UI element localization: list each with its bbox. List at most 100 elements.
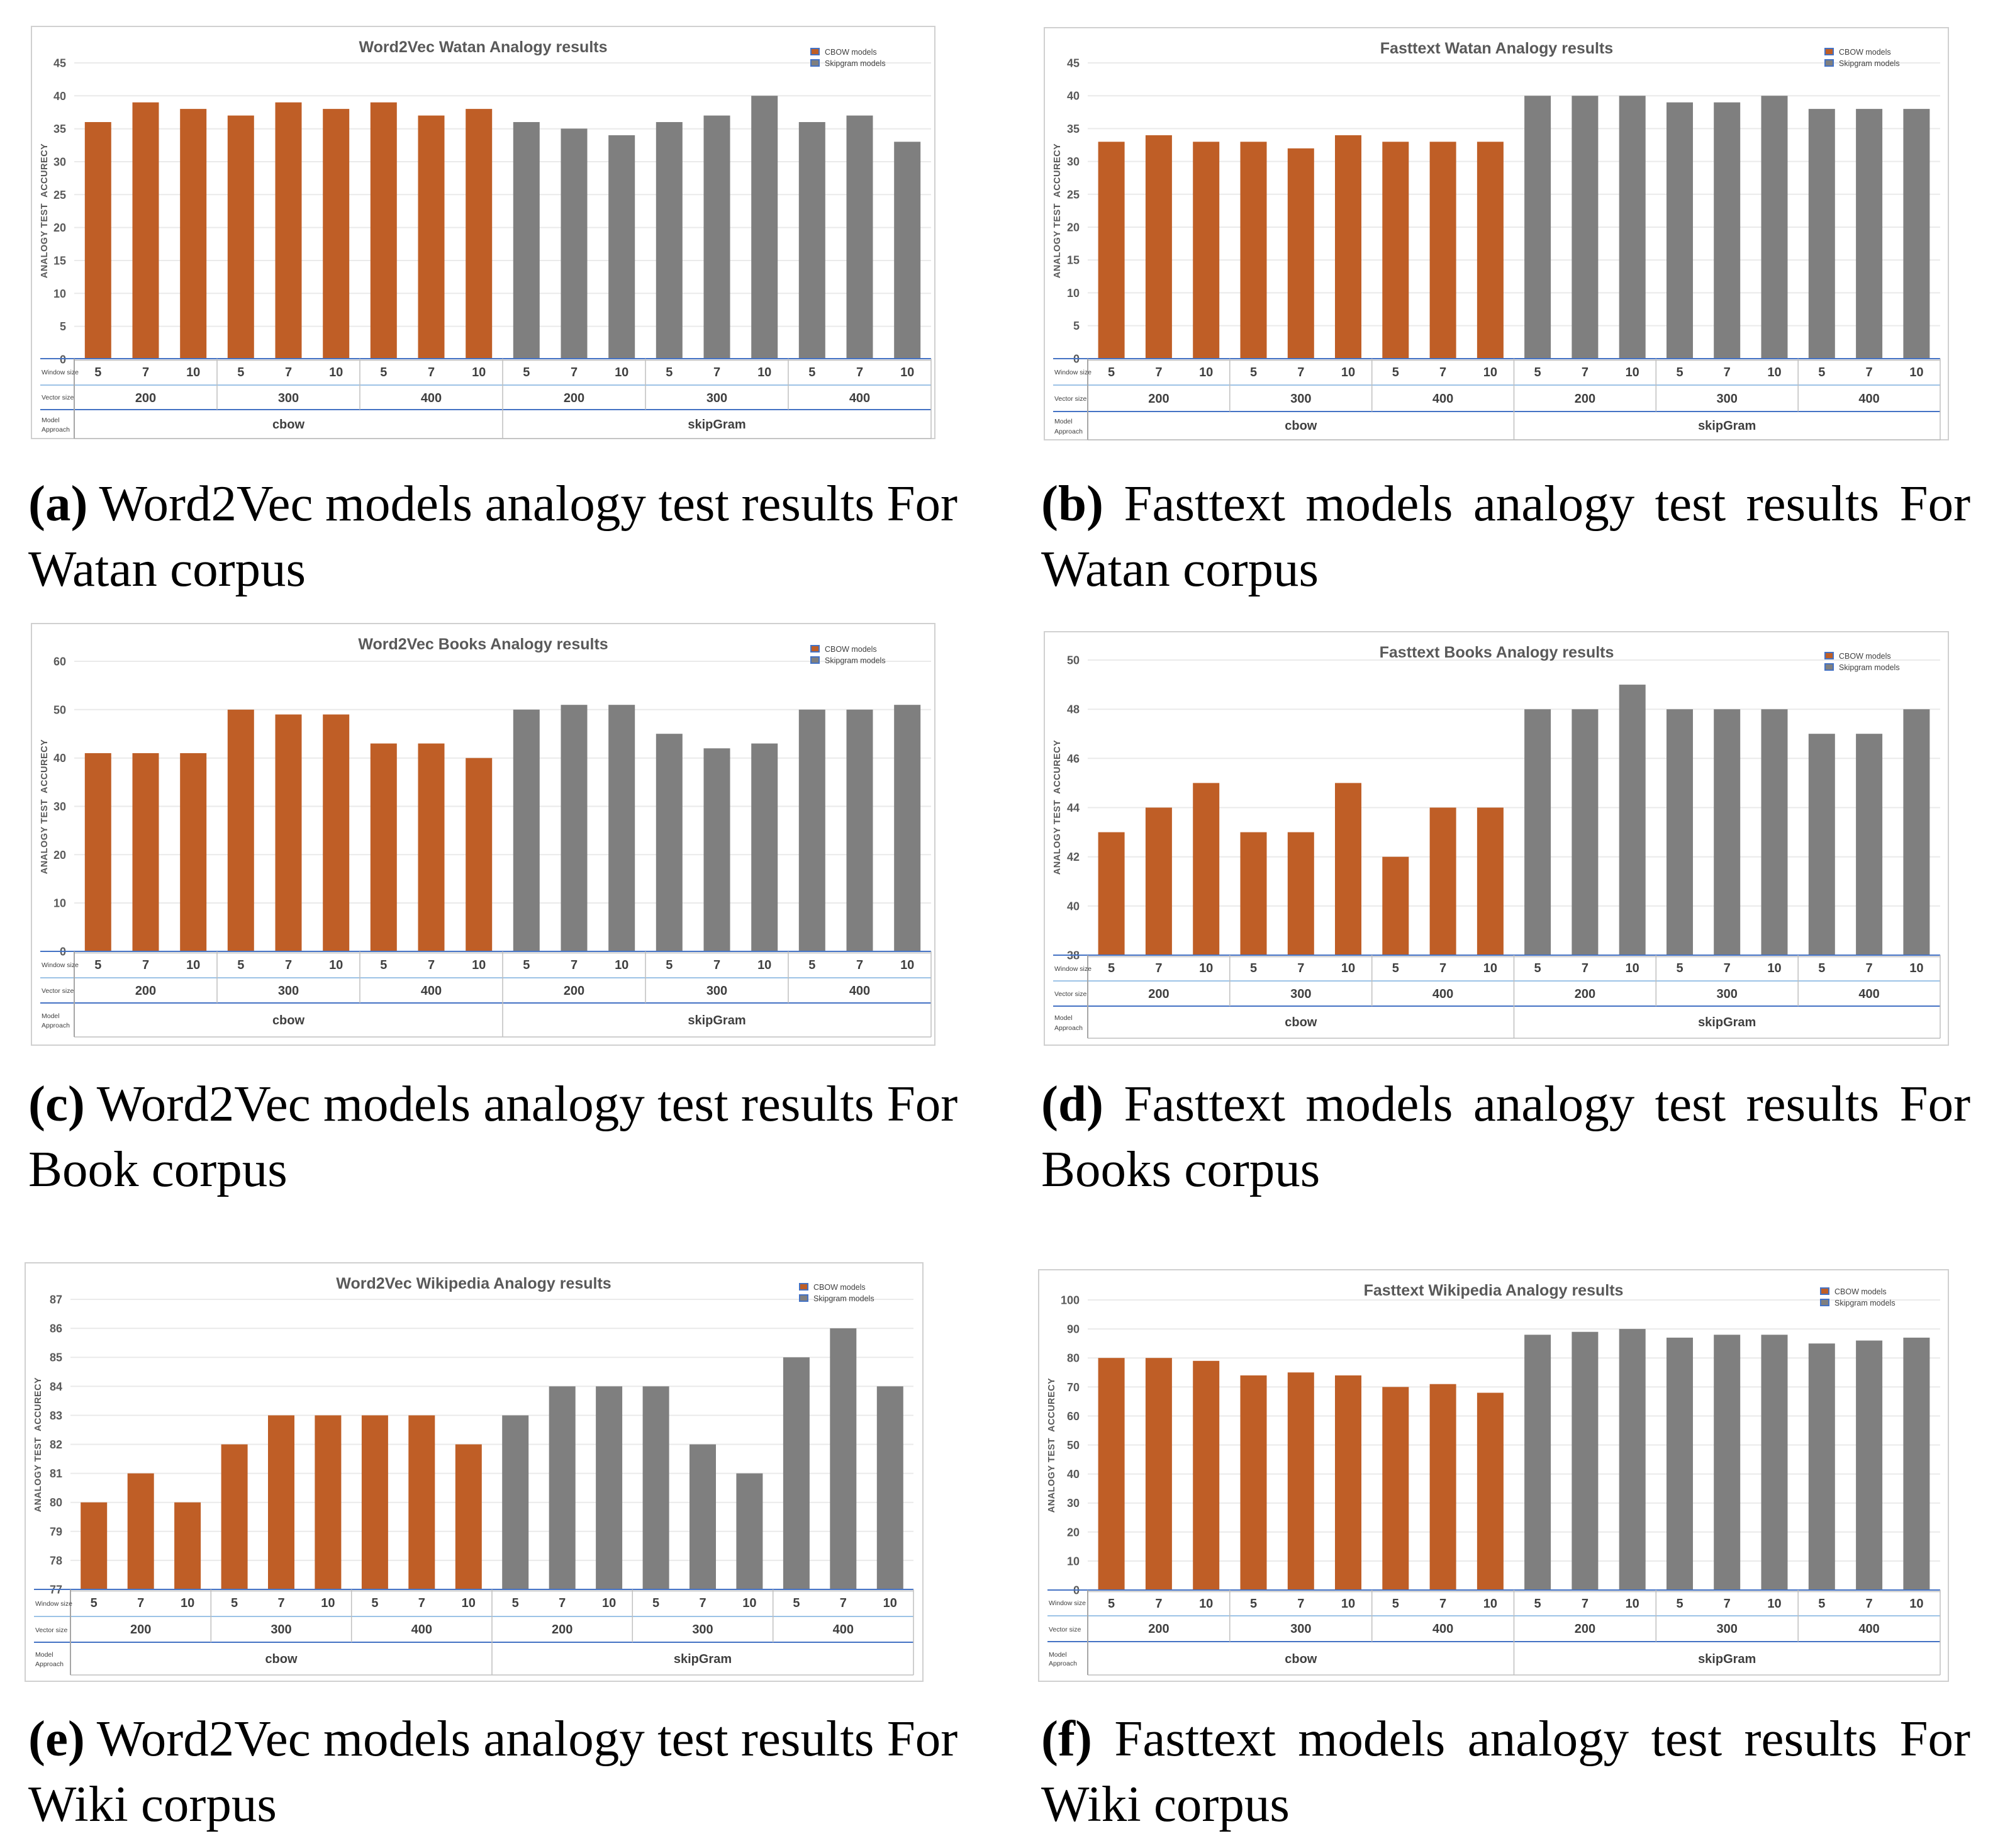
svg-text:10: 10 [1767, 366, 1781, 379]
svg-text:CBOW models: CBOW models [813, 1283, 866, 1292]
svg-text:40: 40 [1067, 900, 1080, 912]
svg-text:cbow: cbow [1285, 1652, 1317, 1666]
svg-text:7: 7 [1582, 366, 1588, 379]
svg-text:Approach: Approach [35, 1660, 64, 1668]
svg-text:5: 5 [808, 366, 815, 379]
svg-text:10: 10 [1341, 961, 1355, 975]
svg-text:cbow: cbow [272, 418, 305, 432]
svg-text:46: 46 [1067, 753, 1080, 765]
svg-text:25: 25 [1067, 188, 1080, 201]
svg-text:10: 10 [1909, 961, 1923, 975]
svg-text:10: 10 [1909, 1597, 1923, 1611]
svg-text:7: 7 [1582, 1597, 1588, 1611]
svg-text:Window size: Window size [42, 961, 79, 969]
svg-text:ANALOGY TEST ACCURECY: ANALOGY TEST ACCURECY [1047, 1378, 1057, 1513]
svg-text:10: 10 [615, 366, 628, 379]
svg-text:400: 400 [421, 391, 442, 405]
svg-text:Fasttext Books Analogy results: Fasttext Books Analogy results [1380, 644, 1614, 661]
svg-text:Fasttext Watan Analogy results: Fasttext Watan Analogy results [1380, 40, 1613, 57]
svg-text:10: 10 [602, 1596, 616, 1610]
svg-text:10: 10 [900, 958, 914, 972]
svg-text:10: 10 [1626, 961, 1639, 975]
svg-text:Skipgram models: Skipgram models [825, 656, 886, 665]
svg-text:20: 20 [53, 849, 66, 861]
svg-text:5: 5 [652, 1596, 659, 1610]
svg-text:7: 7 [137, 1596, 144, 1610]
svg-text:200: 200 [135, 391, 156, 405]
svg-text:400: 400 [1432, 392, 1453, 406]
svg-text:7: 7 [428, 366, 435, 379]
svg-text:CBOW models: CBOW models [1834, 1287, 1887, 1296]
svg-text:10: 10 [1067, 287, 1080, 300]
svg-text:Vector size: Vector size [42, 394, 74, 401]
svg-text:CBOW models: CBOW models [1839, 48, 1891, 57]
svg-text:78: 78 [50, 1554, 62, 1567]
svg-text:5: 5 [523, 958, 530, 972]
svg-text:cbow: cbow [265, 1652, 298, 1666]
svg-text:40: 40 [1067, 1468, 1080, 1481]
svg-text:10: 10 [1341, 366, 1355, 379]
svg-text:400: 400 [1432, 1622, 1453, 1636]
svg-text:Word2Vec Wikipedia Analogy res: Word2Vec Wikipedia Analogy results [336, 1275, 611, 1292]
svg-text:7: 7 [1866, 961, 1873, 975]
svg-text:7: 7 [285, 366, 292, 379]
svg-text:400: 400 [411, 1623, 432, 1637]
svg-text:5: 5 [237, 366, 244, 379]
svg-text:79: 79 [50, 1525, 62, 1538]
svg-text:5: 5 [1534, 961, 1541, 975]
svg-text:7: 7 [1155, 1597, 1162, 1611]
svg-text:Word2Vec Watan Analogy results: Word2Vec Watan Analogy results [359, 38, 607, 56]
svg-text:200: 200 [564, 984, 584, 998]
svg-text:200: 200 [1148, 392, 1169, 406]
svg-text:ANALOGY TEST ACCURECY: ANALOGY TEST ACCURECY [33, 1377, 43, 1513]
svg-text:5: 5 [1108, 366, 1115, 379]
svg-text:300: 300 [1290, 392, 1311, 406]
svg-text:10: 10 [329, 366, 343, 379]
svg-text:5: 5 [1392, 366, 1399, 379]
svg-text:10: 10 [883, 1596, 897, 1610]
svg-text:10: 10 [757, 958, 771, 972]
svg-text:20: 20 [1067, 221, 1080, 234]
svg-text:20: 20 [53, 221, 66, 234]
svg-text:10: 10 [321, 1596, 335, 1610]
svg-text:400: 400 [1858, 392, 1879, 406]
svg-text:Skipgram models: Skipgram models [1839, 59, 1900, 68]
svg-text:Window size: Window size [35, 1600, 72, 1608]
svg-text:5: 5 [94, 958, 101, 972]
svg-text:300: 300 [1290, 1622, 1311, 1636]
svg-text:400: 400 [1858, 987, 1879, 1001]
svg-text:10: 10 [1909, 366, 1923, 379]
svg-text:5: 5 [1534, 1597, 1541, 1611]
svg-text:5: 5 [231, 1596, 238, 1610]
svg-text:10: 10 [1767, 1597, 1781, 1611]
svg-text:7: 7 [418, 1596, 425, 1610]
svg-text:CBOW models: CBOW models [825, 645, 877, 654]
svg-text:7: 7 [1297, 961, 1304, 975]
svg-text:7: 7 [1866, 1597, 1873, 1611]
svg-text:7: 7 [1724, 366, 1731, 379]
svg-text:300: 300 [706, 391, 727, 405]
svg-text:5: 5 [1250, 366, 1257, 379]
svg-text:ANALOGY TEST ACCURECY: ANALOGY TEST ACCURECY [40, 143, 50, 279]
svg-text:10: 10 [53, 288, 66, 300]
svg-text:80: 80 [1067, 1352, 1080, 1365]
svg-text:10: 10 [1199, 366, 1213, 379]
svg-text:0: 0 [60, 354, 66, 366]
svg-text:7: 7 [428, 958, 435, 972]
svg-text:10: 10 [1341, 1597, 1355, 1611]
svg-text:5: 5 [1818, 961, 1825, 975]
svg-text:200: 200 [1148, 1622, 1169, 1636]
svg-text:CBOW models: CBOW models [825, 48, 877, 57]
svg-text:7: 7 [1724, 961, 1731, 975]
svg-text:5: 5 [1073, 320, 1080, 332]
svg-text:5: 5 [1818, 366, 1825, 379]
svg-text:ANALOGY TEST ACCURECY: ANALOGY TEST ACCURECY [1052, 143, 1063, 279]
svg-text:35: 35 [1067, 123, 1080, 135]
svg-text:10: 10 [1767, 961, 1781, 975]
svg-text:Vector size: Vector size [35, 1627, 68, 1634]
svg-text:82: 82 [50, 1438, 62, 1451]
svg-text:5: 5 [380, 366, 387, 379]
svg-text:200: 200 [135, 984, 156, 998]
svg-text:83: 83 [50, 1409, 62, 1422]
svg-text:Window size: Window size [1054, 369, 1092, 376]
